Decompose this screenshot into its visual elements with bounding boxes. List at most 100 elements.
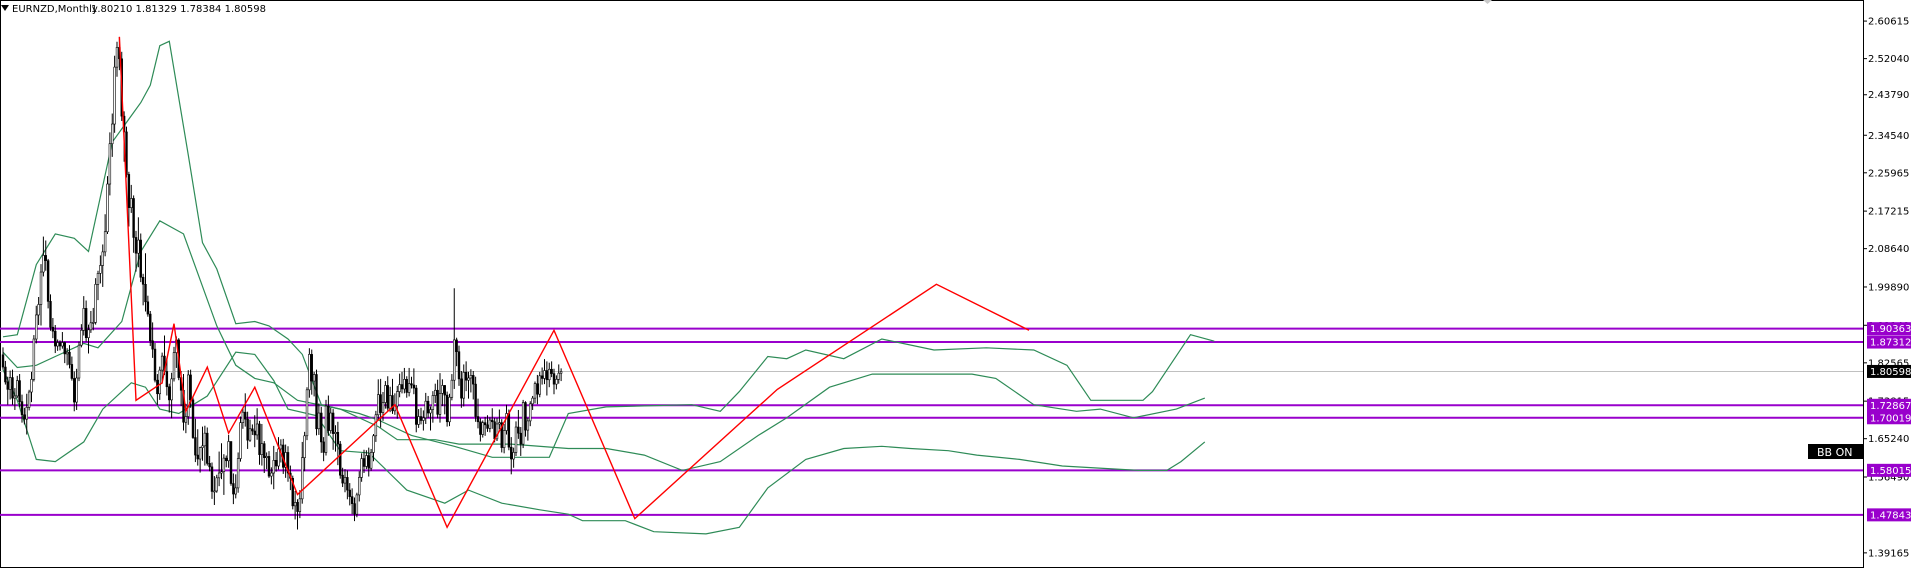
candle <box>277 437 280 470</box>
candle <box>415 385 418 433</box>
candle <box>483 416 487 436</box>
level-label-bg <box>1867 322 1911 336</box>
candle-body <box>320 412 323 443</box>
candle-body <box>130 198 133 208</box>
candle <box>137 217 140 268</box>
candle-body <box>336 431 340 445</box>
candle-body <box>77 344 81 379</box>
candle <box>384 381 387 409</box>
candle <box>170 372 173 419</box>
candle <box>115 41 119 77</box>
candle <box>474 376 477 422</box>
candle <box>63 341 66 364</box>
candle-body <box>322 441 325 453</box>
candle-body <box>422 417 425 421</box>
candle <box>8 370 12 400</box>
candle <box>360 453 363 482</box>
candle-body <box>491 419 494 423</box>
candle <box>49 294 52 331</box>
candle <box>521 399 525 449</box>
bb-toggle-bg[interactable] <box>1808 444 1863 459</box>
candle <box>396 385 399 419</box>
candle-body <box>151 340 154 350</box>
candle <box>341 467 344 488</box>
collapse-triangle-icon[interactable] <box>1 5 9 11</box>
candle <box>141 273 145 306</box>
candle <box>386 376 389 411</box>
candle <box>505 404 508 435</box>
bb-toggle-label[interactable]: BB ON <box>1817 446 1852 459</box>
candle <box>284 444 287 478</box>
candle <box>106 176 109 234</box>
candle-body <box>13 395 17 399</box>
candle-body <box>139 239 142 278</box>
candle-body <box>481 422 484 435</box>
candle-body <box>84 308 88 339</box>
candle-body <box>241 411 245 423</box>
candle-body <box>127 174 131 208</box>
candle-body <box>277 448 280 467</box>
y-tick-label: 1.65240 <box>1868 434 1909 445</box>
candle-body <box>4 366 7 383</box>
candle-body <box>398 384 401 392</box>
candle <box>263 441 266 474</box>
candle-body <box>353 503 356 515</box>
candle <box>227 434 230 468</box>
candle <box>460 370 463 408</box>
chart-frame <box>0 0 1864 568</box>
candle-body <box>170 378 173 401</box>
candle <box>32 335 36 382</box>
candle-body <box>521 402 525 445</box>
candle <box>529 401 532 427</box>
candle-body <box>301 457 304 500</box>
bb-toggle-button[interactable]: BB ON <box>1808 444 1863 459</box>
candle-body <box>239 422 242 459</box>
candle-body <box>457 351 461 380</box>
candle <box>374 410 378 442</box>
candle <box>486 415 489 432</box>
candle-body <box>453 339 456 381</box>
candle <box>320 406 323 453</box>
candle <box>317 403 321 435</box>
y-tick-label: 2.60615 <box>1868 17 1909 28</box>
candle-body <box>524 402 527 431</box>
candle <box>132 195 135 253</box>
candle <box>46 258 50 309</box>
candle-body <box>210 466 214 492</box>
candle <box>479 418 482 442</box>
candle <box>191 397 195 439</box>
candle-body <box>113 66 116 125</box>
candle <box>160 352 164 384</box>
candle-body <box>531 397 534 405</box>
candle-body <box>500 422 503 448</box>
candle <box>434 383 437 403</box>
candle-body <box>258 423 261 455</box>
y-tick-label: 2.25965 <box>1868 168 1909 179</box>
candle-body <box>555 379 558 385</box>
candle <box>519 427 522 456</box>
candle <box>13 388 17 410</box>
candle-body <box>265 456 268 458</box>
candle <box>533 381 537 404</box>
candle-body <box>367 455 370 469</box>
candle-body <box>514 426 518 453</box>
candle <box>272 445 275 490</box>
candle-body <box>153 348 157 381</box>
candle <box>251 424 254 435</box>
candle-body <box>32 338 36 380</box>
candle <box>467 371 470 399</box>
candle-body <box>144 284 147 303</box>
candle <box>453 288 456 389</box>
candle <box>92 307 95 331</box>
candle <box>346 470 349 500</box>
candle <box>441 379 444 407</box>
candle-body <box>220 471 223 474</box>
candle-body <box>11 377 14 399</box>
candle-body <box>101 251 104 266</box>
candle <box>557 364 560 384</box>
candle <box>491 408 494 429</box>
candle-body <box>274 460 278 467</box>
candle <box>410 376 413 389</box>
zigzag-line <box>118 36 1030 529</box>
